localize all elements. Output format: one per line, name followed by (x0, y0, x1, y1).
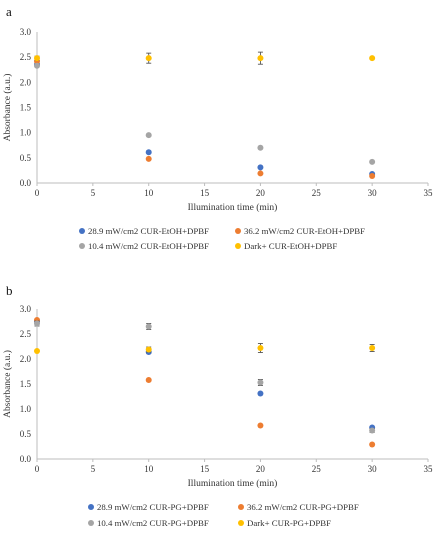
series-3 (34, 343, 376, 354)
data-point (257, 55, 264, 62)
legend-item: 10.4 mW/cm2 CUR-PG+DPBF (88, 518, 209, 528)
legend-marker (79, 243, 85, 249)
legend-marker (88, 504, 94, 510)
legend-item: 28.9 mW/cm2 CUR-PG+DPBF (88, 502, 209, 512)
x-tick-label: 20 (256, 188, 266, 198)
legend-label: Dark+ CUR-EtOH+DPBF (244, 241, 337, 251)
legend-label: 10.4 mW/cm2 CUR-PG+DPBF (97, 518, 209, 528)
y-tick-label: 1.0 (20, 128, 32, 138)
data-point (257, 345, 264, 351)
series-0 (34, 318, 376, 431)
x-tick-label: 10 (144, 464, 154, 474)
x-tick-label: 30 (368, 464, 378, 474)
legend-label: 36.2 mW/cm2 CUR-PG+DPBF (247, 502, 359, 512)
x-tick-label: 15 (200, 464, 210, 474)
chart-panel-a: a 0 5 10 15 20 25 30 35 0.0 0.5 1.0 1.5 2.0 2.5 3.0 Illu… (2, 4, 433, 251)
data-point (369, 441, 376, 448)
data-point (145, 149, 152, 156)
data-point (257, 390, 264, 397)
y-tick-label: 1.5 (20, 103, 32, 113)
legend-label: 28.9 mW/cm2 CUR-EtOH+DPBF (88, 226, 209, 236)
y-tick-label: 2.5 (20, 52, 32, 62)
legend-marker (235, 228, 241, 234)
x-axis-title: Illumination time (min) (188, 202, 278, 213)
data-point (34, 320, 40, 327)
y-tick-label: 2.0 (20, 354, 32, 364)
legend-item: 28.9 mW/cm2 CUR-EtOH+DPBF (79, 226, 209, 236)
legend-item: Dark+ CUR-EtOH+DPBF (235, 241, 337, 251)
y-tick-label: 0.0 (20, 454, 32, 464)
data-point (145, 323, 152, 330)
data-point (257, 170, 264, 177)
legend-label: Dark+ CUR-PG+DPBF (247, 518, 331, 528)
x-tick-label: 35 (424, 464, 434, 474)
legend-item: 36.2 mW/cm2 CUR-EtOH+DPBF (235, 226, 365, 236)
y-axis-title: Absorbance (a.u.) (2, 74, 13, 142)
data-point (145, 55, 152, 62)
data-point (369, 427, 376, 434)
y-axis-title: Absorbance (a.u.) (2, 350, 13, 418)
y-tick-label: 2.0 (20, 77, 32, 87)
x-tick-label: 25 (312, 464, 322, 474)
data-point (369, 345, 376, 351)
data-point (257, 422, 264, 429)
series-1 (34, 317, 376, 448)
legend-marker (88, 520, 94, 526)
legend-marker (238, 520, 244, 526)
series-1 (34, 58, 376, 179)
legend-label: 36.2 mW/cm2 CUR-EtOH+DPBF (244, 226, 365, 236)
series-0 (34, 61, 376, 177)
chart-panel-b: b 0 5 10 15 20 25 30 35 0.0 0.5 1.0 1.5 2.0 2.5 3.0 Illu… (2, 283, 433, 528)
data-point (34, 62, 40, 69)
y-tick-label: 3.0 (20, 27, 32, 37)
x-axis-title: Illumination time (min) (188, 478, 278, 489)
y-tick-label: 1.5 (20, 379, 32, 389)
legend-marker (235, 243, 241, 249)
x-tick-label: 5 (91, 464, 96, 474)
y-tick-label: 0.5 (20, 429, 32, 439)
x-tick-label: 0 (35, 464, 40, 474)
x-tick-label: 25 (312, 188, 322, 198)
legend-marker (79, 228, 85, 234)
series-2 (34, 62, 376, 165)
data-point (369, 172, 376, 179)
data-point (257, 144, 264, 151)
data-point (145, 132, 152, 139)
legend-item: 36.2 mW/cm2 CUR-PG+DPBF (238, 502, 359, 512)
y-tick-label: 3.0 (20, 304, 32, 314)
legend-marker (238, 504, 244, 510)
x-tick-label: 0 (35, 188, 40, 198)
legend-label: 10.4 mW/cm2 CUR-EtOH+DPBF (88, 241, 209, 251)
series-3 (34, 51, 376, 65)
panel-label: b (6, 283, 13, 298)
data-point (257, 164, 264, 171)
x-tick-label: 15 (200, 188, 210, 198)
legend-item: 10.4 mW/cm2 CUR-EtOH+DPBF (79, 241, 209, 251)
data-point (145, 155, 152, 162)
data-point (145, 346, 152, 353)
x-tick-label: 10 (144, 188, 154, 198)
data-point (34, 55, 40, 62)
x-tick-label: 20 (256, 464, 266, 474)
series-2 (34, 320, 376, 434)
panel-label: a (6, 4, 12, 19)
data-point (34, 348, 40, 354)
y-tick-label: 0.0 (20, 178, 32, 188)
x-tick-label: 5 (91, 188, 96, 198)
data-point (369, 158, 376, 165)
y-tick-label: 1.0 (20, 404, 32, 414)
data-point (369, 55, 376, 62)
legend-item: Dark+ CUR-PG+DPBF (238, 518, 331, 528)
data-point (257, 379, 264, 386)
y-tick-label: 0.5 (20, 153, 32, 163)
x-tick-label: 30 (368, 188, 378, 198)
y-tick-label: 2.5 (20, 329, 32, 339)
legend-label: 28.9 mW/cm2 CUR-PG+DPBF (97, 502, 209, 512)
data-point (145, 377, 152, 383)
x-tick-label: 35 (424, 188, 434, 198)
